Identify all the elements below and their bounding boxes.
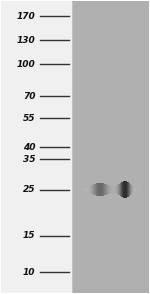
- Text: 55: 55: [23, 114, 35, 123]
- Text: 100: 100: [16, 60, 35, 69]
- Text: 70: 70: [23, 92, 35, 101]
- Text: 35: 35: [23, 155, 35, 163]
- Text: 10: 10: [23, 268, 35, 277]
- Text: 170: 170: [16, 11, 35, 21]
- Bar: [1, 1, 72, 293]
- Text: 40: 40: [23, 143, 35, 151]
- Bar: [72, 1, 149, 293]
- Text: 25: 25: [23, 185, 35, 194]
- Text: 130: 130: [16, 36, 35, 45]
- Text: 15: 15: [23, 231, 35, 240]
